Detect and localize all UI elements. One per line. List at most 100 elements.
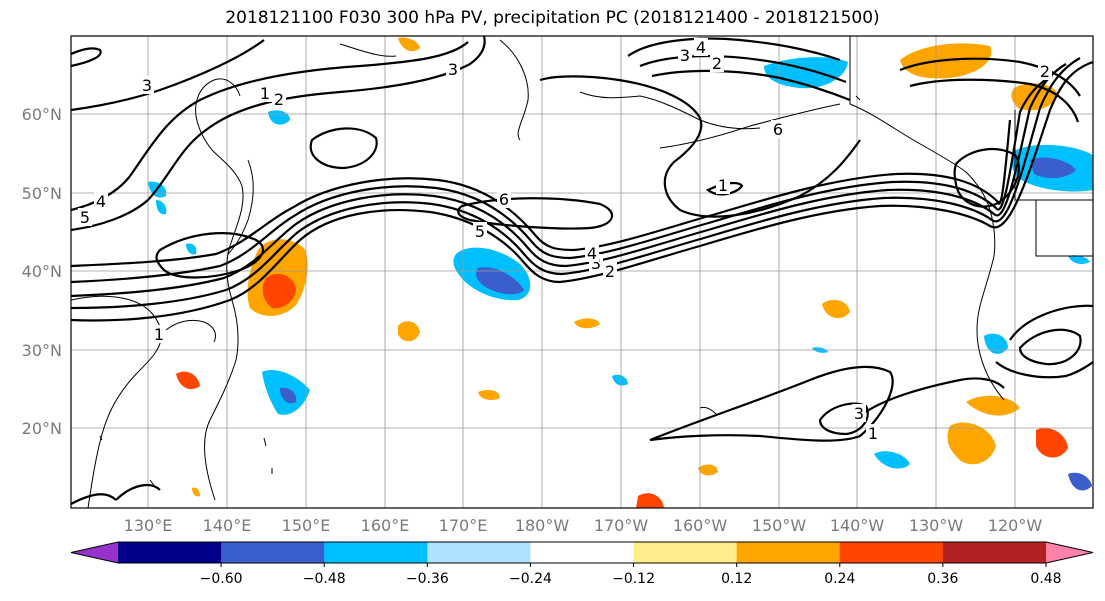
- pv-contours: [71, 36, 1093, 505]
- contour-line-8: [309, 127, 378, 170]
- precip-strong-negative-blob: [476, 267, 524, 295]
- contour-label: 2: [712, 54, 722, 73]
- precip-strong-blob: [176, 371, 200, 390]
- map-title: 2018121100 F030 300 hPa PV, precipitatio…: [225, 8, 880, 28]
- precip-positive-blob: [398, 321, 420, 342]
- precip-positive-blob: [192, 487, 200, 497]
- precip-positive-blob: [947, 422, 996, 465]
- lon-label: 170°W: [594, 516, 649, 535]
- precip-positive-blob: [698, 464, 718, 476]
- colorbar-segment: [324, 542, 428, 563]
- contour-line-18: [899, 57, 1081, 97]
- lat-label: 20°N: [22, 419, 62, 438]
- lon-label: 140°W: [830, 516, 885, 535]
- contour-line-1: [71, 60, 1093, 322]
- contour-line-16: [639, 54, 847, 84]
- colorbar-tick-label: −0.12: [612, 571, 655, 587]
- precip-negative-blob: [984, 333, 1008, 354]
- precip-positive-blob: [398, 37, 420, 52]
- contour-line-17: [651, 69, 851, 102]
- precip-positive-blob: [574, 318, 600, 329]
- contour-label: 4: [587, 244, 597, 263]
- precipitation-shading: [148, 37, 1093, 508]
- colorbar-segment: [530, 542, 635, 563]
- contour-value-labels: 1 2 3 4 5 6 6 1 2 3 4 3 3 1: [78, 38, 1052, 443]
- colorbar-tick-label: −0.36: [406, 571, 449, 587]
- colorbar-extend-max: [1046, 542, 1093, 563]
- contour-line-5: [71, 119, 1012, 268]
- colorbar-segment: [633, 542, 738, 563]
- lat-label: 50°N: [22, 184, 62, 203]
- colorbar-tick-label: 0.48: [1030, 571, 1061, 587]
- colorbar-segment: [118, 542, 222, 563]
- precip-negative-blob: [156, 200, 167, 215]
- lon-label: 130°W: [909, 516, 964, 535]
- precip-strong-negative-blob: [280, 387, 297, 404]
- colorbar-segment: [942, 542, 1047, 563]
- precip-strong-negative-blob: [1030, 157, 1076, 179]
- longitude-labels: 130°E 140°E 150°E 160°E 170°E 180°W 170°…: [124, 516, 1043, 535]
- contour-line-19: [909, 78, 1080, 123]
- map-border: [70, 35, 1094, 509]
- precip-strong-blob: [636, 493, 664, 508]
- contour-label: 4: [96, 192, 106, 211]
- contour-label: 6: [773, 120, 783, 139]
- colorbar-tick-label: −0.48: [303, 571, 346, 587]
- contour-line-14: [539, 75, 861, 218]
- lat-label: 40°N: [22, 262, 62, 281]
- colorbar-segment: [427, 542, 531, 563]
- contour-line-20: [953, 148, 1020, 208]
- colorbar-tick-label: 0.12: [721, 571, 752, 587]
- contour-line-15: [627, 37, 841, 62]
- colorbar-tick-label: 0.24: [824, 571, 855, 587]
- colorbar-tick-label: 0.36: [927, 571, 958, 587]
- colorbar-tick-label: −0.60: [200, 571, 243, 587]
- contour-line-10: [71, 36, 486, 232]
- precip-positive-blob: [822, 299, 850, 319]
- lon-label: 160°W: [673, 516, 728, 535]
- colorbar-segment: [839, 542, 944, 563]
- precip-negative-blob: [186, 243, 197, 255]
- contour-line-3: [71, 63, 1067, 298]
- contour-label: 3: [680, 46, 690, 65]
- precip-strong-blob: [262, 273, 296, 309]
- precip-strong-negative-blob: [1068, 472, 1092, 491]
- lon-label: 170°E: [439, 516, 488, 535]
- colorbar-segment: [221, 542, 325, 563]
- contour-line-26: [859, 377, 1005, 417]
- contour-label: 5: [475, 222, 485, 241]
- colorbar-segment: [736, 542, 841, 563]
- contour-label: 3: [854, 404, 864, 423]
- lat-label: 30°N: [22, 341, 62, 360]
- precip-strong-blob: [1036, 428, 1068, 458]
- contour-line-28: [71, 493, 117, 505]
- contour-label: 2: [274, 90, 284, 109]
- precip-positive-blob: [478, 390, 500, 400]
- contour-line-27: [115, 483, 161, 501]
- contour-line-24: [649, 365, 894, 442]
- precip-negative-blob: [612, 374, 628, 386]
- contour-line-13: [71, 47, 102, 68]
- lon-label: 120°W: [988, 516, 1043, 535]
- contour-label: 2: [1040, 62, 1050, 81]
- precip-negative-blob: [874, 451, 910, 469]
- contour-line-4: [71, 75, 1053, 284]
- contour-line-25: [818, 402, 869, 436]
- contour-label: 6: [499, 190, 509, 209]
- contour-label: 3: [448, 60, 458, 79]
- contour-line-11: [71, 41, 469, 212]
- precip-negative-blob: [1068, 255, 1090, 264]
- contour-label: 1: [868, 424, 878, 443]
- lon-label: 160°E: [361, 516, 410, 535]
- lon-label: 130°E: [124, 516, 173, 535]
- contour-label: 3: [142, 76, 152, 95]
- contour-line-9: [155, 232, 264, 279]
- lat-label: 60°N: [22, 105, 62, 124]
- colorbar-extend-min: [71, 542, 118, 563]
- contour-label: 2: [605, 262, 615, 281]
- lon-label: 150°W: [752, 516, 807, 535]
- precip-positive-blob: [966, 395, 1020, 416]
- contour-line-21: [1009, 304, 1093, 341]
- contour-label: 1: [154, 325, 164, 344]
